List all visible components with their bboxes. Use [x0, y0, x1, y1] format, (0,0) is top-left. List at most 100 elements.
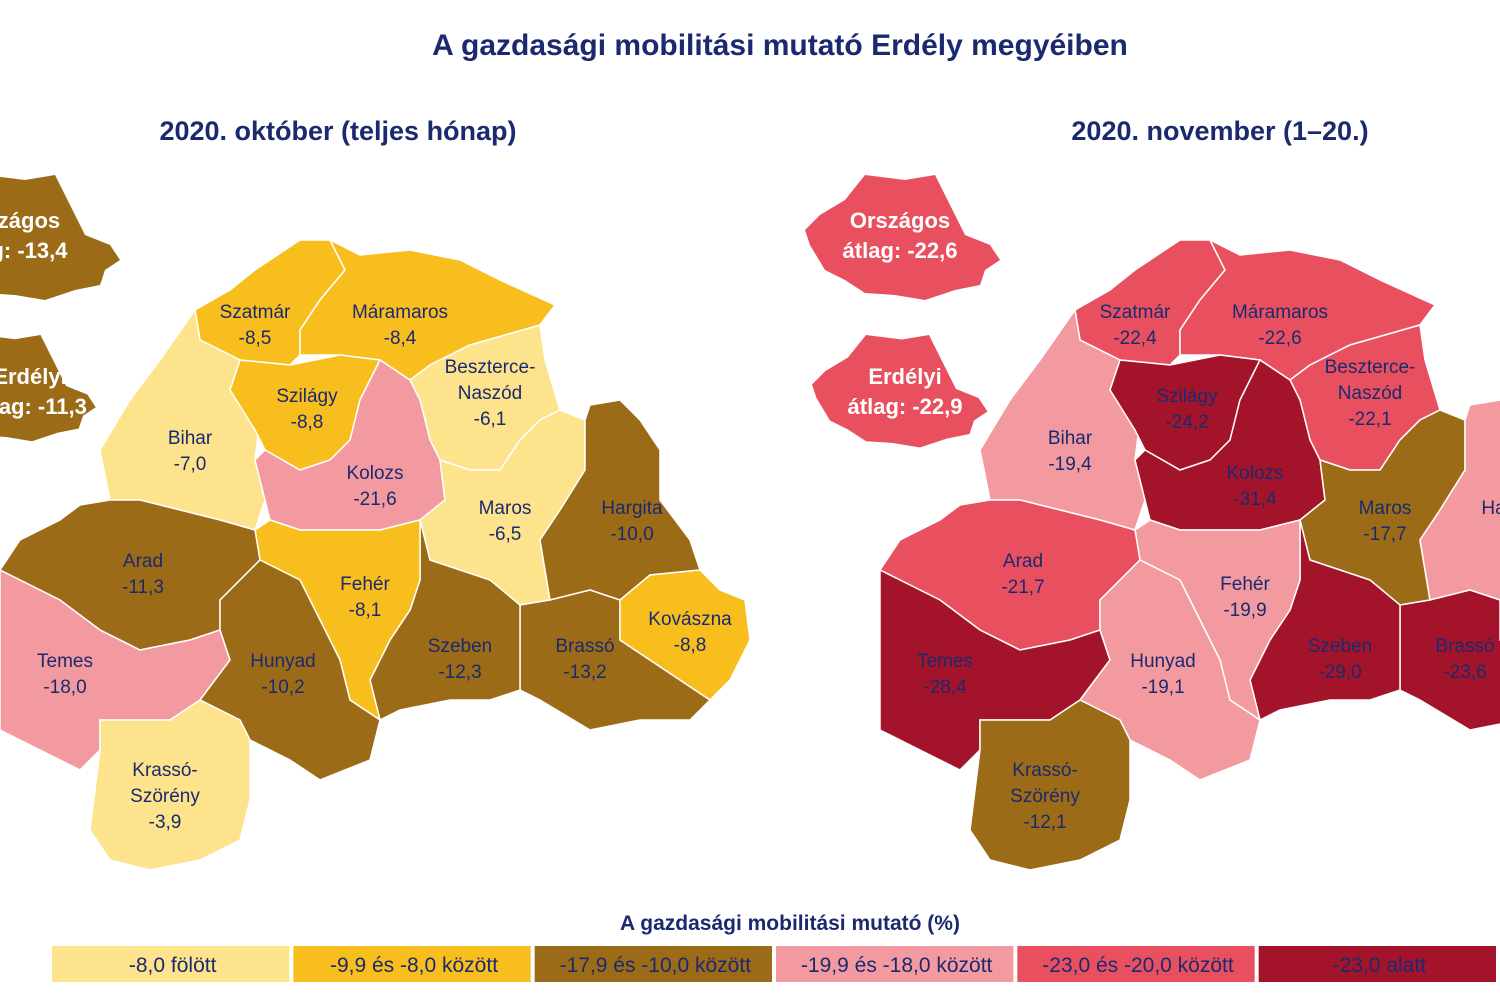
- average-text: Erdélyi: [0, 364, 67, 389]
- county-label: Szatmár -22,4: [1100, 302, 1171, 349]
- legend-label: -17,9 és -10,0 között: [560, 954, 752, 977]
- average-label: Országos átlag: -13,4: [0, 208, 68, 263]
- county-text: -13,2: [563, 662, 606, 683]
- average-text: átlag: -22,9: [848, 394, 963, 419]
- county-text: Krassó-: [1012, 760, 1077, 781]
- county-label: Szatmár -8,5: [220, 302, 291, 349]
- county-text: -29,0: [1318, 662, 1361, 683]
- county-label: Szeben -12,3: [428, 636, 492, 683]
- county-text: Szeben: [1308, 636, 1372, 657]
- county-label: Bihar -19,4: [1048, 428, 1093, 475]
- county-text: Beszterce-: [445, 357, 536, 378]
- map-subtitle: 2020. november (1–20.): [1071, 116, 1368, 146]
- county-label: Szilágy -24,2: [1156, 386, 1218, 433]
- county-text: -8,4: [384, 328, 417, 349]
- county-label: Maros -17,7: [1359, 498, 1412, 545]
- county-text: -8,5: [239, 328, 272, 349]
- average-label: Országos átlag: -22,6: [843, 208, 958, 263]
- county-text: Kolozs: [1226, 463, 1283, 484]
- county-label: Krassó- Szörény -12,1: [1010, 760, 1080, 833]
- county-text: -7,0: [174, 454, 207, 475]
- county-text: -31,4: [1233, 489, 1277, 510]
- county-text: Naszód: [458, 383, 522, 404]
- county: [1419, 399, 1500, 601]
- county-text: -11,3: [122, 577, 164, 598]
- county-label: Kolozs -21,6: [346, 463, 403, 510]
- county-text: Brassó: [1435, 636, 1494, 657]
- county-text: Naszód: [1338, 383, 1402, 404]
- legend-swatch: [776, 946, 1014, 982]
- county-text: Szatmár: [220, 302, 291, 323]
- county: [198, 559, 381, 781]
- legend-swatch: [1017, 946, 1255, 982]
- county-text: Máramaros: [1232, 302, 1328, 323]
- average-text: átlag: -22,6: [843, 238, 958, 263]
- legend-swatch: [293, 946, 531, 982]
- county-label: Fehér -8,1: [340, 574, 390, 621]
- county: [619, 569, 751, 701]
- county-text: Szilágy: [276, 386, 338, 407]
- county-text: -12,1: [1023, 812, 1066, 833]
- county-text: -8,8: [674, 635, 707, 656]
- county-text: Beszterce-: [1325, 357, 1416, 378]
- county-text: -6,1: [474, 409, 507, 430]
- county-label: Beszterce- Naszód -6,1: [445, 357, 536, 430]
- county: [1399, 589, 1500, 731]
- average-shape: [0, 335, 96, 442]
- average-shape: [812, 335, 988, 448]
- county-text: -8,1: [349, 600, 382, 621]
- county-label: Szeben -29,0: [1308, 636, 1372, 683]
- county-label: Hunyad -19,1: [1130, 651, 1196, 698]
- map: Szatmár -8,5 Máramaros -8,4 Bihar -7,0 Szilágy…: [0, 238, 751, 871]
- average-shape: [0, 175, 120, 300]
- county-label: Hargita: [1481, 498, 1500, 519]
- county-text: Maros: [1359, 498, 1412, 519]
- average-label: Erdélyi átlag: -22,9: [848, 364, 963, 419]
- map: Szatmár -22,4 Máramaros -22,6 Bihar -19,4 Szil…: [878, 238, 1500, 871]
- county-text: Hunyad: [250, 651, 316, 672]
- county-text: Maros: [479, 498, 532, 519]
- county-label: Brassó -13,2: [555, 636, 614, 683]
- county-label: Fehér -19,9: [1220, 574, 1270, 621]
- average-shape: [805, 175, 1000, 300]
- county-text: -18,0: [43, 677, 86, 698]
- average-text: Erdélyi: [868, 364, 941, 389]
- county-label: Maros -6,5: [479, 498, 532, 545]
- county-text: Szatmár: [1100, 302, 1171, 323]
- legend-label: -8,0 fölött: [129, 954, 217, 977]
- county-label: Máramaros -22,6: [1232, 302, 1328, 349]
- county-label: Bihar -7,0: [168, 428, 213, 475]
- county-text: -24,2: [1165, 412, 1208, 433]
- average-text: átlag: -13,4: [0, 238, 68, 263]
- county-text: -12,3: [438, 662, 481, 683]
- county-label: Arad -11,3: [122, 551, 164, 598]
- county-text: -10,2: [261, 677, 304, 698]
- county-label: Arad -21,7: [1001, 551, 1044, 598]
- county-text: -19,1: [1141, 677, 1184, 698]
- county-label: Szilágy -8,8: [276, 386, 338, 433]
- county: [89, 699, 251, 871]
- county-text: Temes: [37, 651, 93, 672]
- county-text: -22,6: [1258, 328, 1301, 349]
- county-text: Fehér: [340, 574, 390, 595]
- county-text: Arad: [123, 551, 163, 572]
- county-text: Szörény: [130, 786, 200, 807]
- county-text: -10,0: [610, 524, 653, 545]
- county-text: Szilágy: [1156, 386, 1218, 407]
- legend-swatch: [52, 946, 290, 982]
- county-label: Máramaros -8,4: [352, 302, 448, 349]
- county-text: -19,9: [1223, 600, 1266, 621]
- county-text: -22,1: [1348, 409, 1391, 430]
- county-label: Hunyad -10,2: [250, 651, 316, 698]
- average-text: Országos: [0, 208, 60, 233]
- county-text: -22,4: [1113, 328, 1157, 349]
- county-label: Beszterce- Naszód -22,1: [1325, 357, 1416, 430]
- county-text: Szörény: [1010, 786, 1080, 807]
- county-text: -6,5: [489, 524, 522, 545]
- county-text: -21,6: [353, 489, 396, 510]
- county-text: Krassó-: [132, 760, 197, 781]
- title: A gazdasági mobilitási mutató Erdély meg…: [432, 29, 1128, 62]
- county-text: -17,7: [1363, 524, 1406, 545]
- legend-label: -19,9 és -18,0 között: [801, 954, 993, 977]
